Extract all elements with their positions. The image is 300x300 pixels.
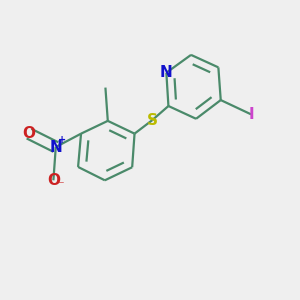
- Text: N: N: [50, 140, 62, 154]
- Text: O: O: [47, 173, 60, 188]
- Text: N: N: [160, 65, 173, 80]
- Text: ⁻: ⁻: [58, 179, 64, 192]
- Text: S: S: [147, 113, 158, 128]
- Text: I: I: [248, 107, 254, 122]
- Text: O: O: [22, 126, 35, 141]
- Text: +: +: [58, 136, 66, 146]
